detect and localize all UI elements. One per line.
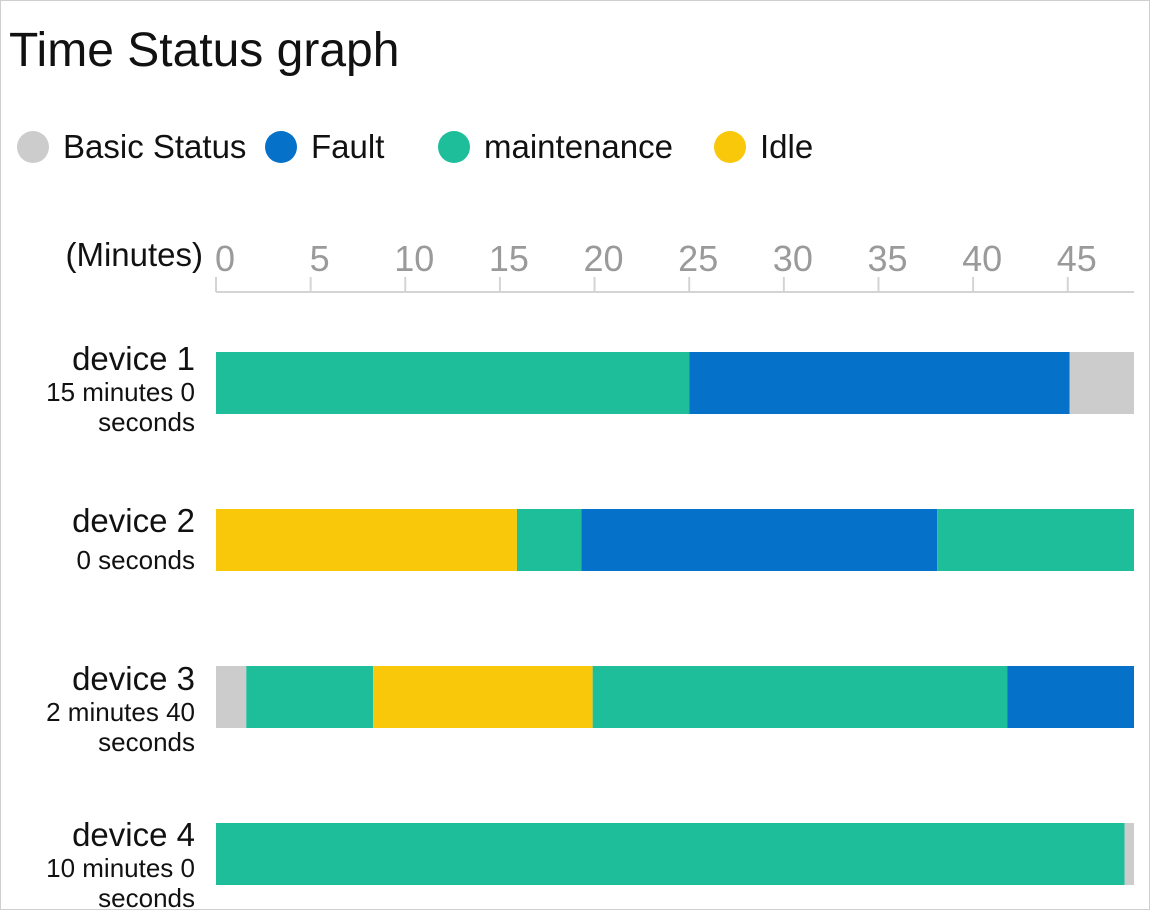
device-name: device 1 xyxy=(72,340,195,377)
legend-label: Fault xyxy=(311,128,385,165)
axis-unit-label: (Minutes) xyxy=(65,236,203,273)
device-label-4: device 4 10 minutes 0 seconds xyxy=(46,817,195,910)
device-bar-3 xyxy=(216,666,1134,728)
x-tick-label: 20 xyxy=(584,238,624,279)
maintenance-swatch-icon xyxy=(438,131,470,163)
legend-label: maintenance xyxy=(484,128,673,165)
bar-segment-idle[interactable] xyxy=(216,509,517,571)
legend-label: Idle xyxy=(760,128,814,165)
device-time-line: seconds xyxy=(98,883,195,910)
x-tick-label: 0 xyxy=(215,238,235,279)
device-time-line: 0 seconds xyxy=(76,545,195,575)
bar-segment-fault[interactable] xyxy=(1007,666,1134,728)
device-name: device 3 xyxy=(72,660,195,697)
device-time-line: 10 minutes 0 xyxy=(46,853,195,883)
bar-segment-basic-status[interactable] xyxy=(216,666,247,728)
idle-swatch-icon xyxy=(714,131,746,163)
x-tick-label: 15 xyxy=(489,238,529,279)
chart-title: Time Status graph xyxy=(9,24,400,77)
x-tick-label: 35 xyxy=(867,238,907,279)
x-tick-label: 45 xyxy=(1057,238,1097,279)
device-bar-1 xyxy=(216,352,1134,414)
bar-segment-idle[interactable] xyxy=(373,666,593,728)
device-bar-2 xyxy=(216,509,1134,571)
legend-item-basic-status[interactable]: Basic Status xyxy=(17,127,246,167)
basic-status-swatch-icon xyxy=(17,131,49,163)
legend-item-fault[interactable]: Fault xyxy=(265,127,384,167)
device-bar-4 xyxy=(216,823,1134,885)
bar-segment-maintenance[interactable] xyxy=(216,823,1125,885)
device-label-3: device 3 2 minutes 40 seconds xyxy=(46,660,195,758)
fault-swatch-icon xyxy=(265,131,297,163)
device-name: device 4 xyxy=(72,816,195,853)
device-label-1: device 1 15 minutes 0 seconds xyxy=(46,340,195,438)
device-time-line: seconds xyxy=(98,727,195,757)
legend-item-idle[interactable]: Idle xyxy=(714,127,813,167)
bar-segment-basic-status[interactable] xyxy=(1069,352,1134,414)
device-time-line: 15 minutes 0 xyxy=(46,377,195,407)
bar-segment-maintenance[interactable] xyxy=(516,509,582,571)
bar-segment-fault[interactable] xyxy=(689,352,1070,414)
bar-segment-maintenance[interactable] xyxy=(592,666,1008,728)
bar-segment-maintenance[interactable] xyxy=(246,666,374,728)
bar-segment-maintenance[interactable] xyxy=(216,352,690,414)
device-label-2: device 2 0 seconds xyxy=(72,502,195,576)
device-time-line: 2 minutes 40 xyxy=(46,697,195,727)
x-tick-label: 25 xyxy=(678,238,718,279)
device-name: device 2 xyxy=(72,502,195,539)
legend-item-maintenance[interactable]: maintenance xyxy=(438,127,673,167)
legend-label: Basic Status xyxy=(63,128,247,165)
bar-segment-basic-status[interactable] xyxy=(1124,823,1134,885)
x-tick-label: 5 xyxy=(310,238,330,279)
device-time-line: seconds xyxy=(98,407,195,437)
bar-segment-maintenance[interactable] xyxy=(937,509,1134,571)
x-tick-label: 10 xyxy=(394,238,434,279)
x-tick-label: 30 xyxy=(773,238,813,279)
bar-segment-fault[interactable] xyxy=(581,509,938,571)
x-tick-label: 40 xyxy=(962,238,1002,279)
